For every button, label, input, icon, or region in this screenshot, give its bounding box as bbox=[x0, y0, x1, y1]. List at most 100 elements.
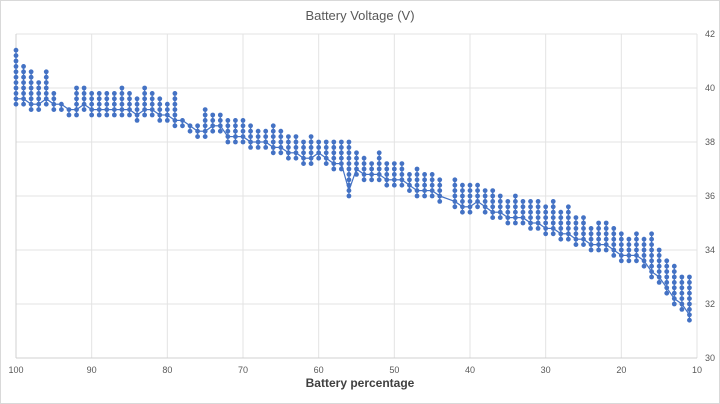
data-point bbox=[270, 128, 276, 134]
data-point bbox=[596, 236, 602, 242]
data-point bbox=[414, 177, 420, 183]
data-point bbox=[263, 139, 269, 145]
data-point bbox=[308, 150, 314, 156]
data-point bbox=[384, 166, 390, 172]
data-point bbox=[164, 112, 170, 118]
data-point bbox=[687, 317, 692, 323]
data-point bbox=[414, 182, 420, 188]
data-point bbox=[565, 209, 571, 215]
data-point bbox=[573, 220, 579, 226]
data-point bbox=[157, 101, 163, 107]
data-point bbox=[679, 285, 685, 291]
data-point bbox=[535, 204, 541, 210]
data-point bbox=[361, 172, 367, 177]
data-point bbox=[157, 96, 163, 102]
data-point bbox=[13, 80, 19, 85]
x-tick-label: 60 bbox=[314, 365, 324, 375]
data-point bbox=[202, 134, 208, 140]
data-point bbox=[43, 96, 49, 102]
data-point bbox=[475, 182, 480, 188]
data-point bbox=[679, 280, 685, 285]
data-point bbox=[376, 177, 382, 183]
data-point bbox=[460, 193, 465, 199]
data-point bbox=[134, 101, 140, 107]
data-point bbox=[13, 47, 19, 53]
y-tick-label: 36 bbox=[705, 191, 715, 201]
data-point bbox=[28, 74, 34, 80]
data-point bbox=[111, 96, 117, 102]
data-point bbox=[679, 274, 685, 280]
data-point bbox=[51, 101, 57, 107]
x-tick-label: 30 bbox=[541, 365, 551, 375]
data-point bbox=[43, 91, 49, 96]
data-point bbox=[520, 220, 526, 226]
data-point bbox=[164, 107, 170, 112]
data-point bbox=[528, 209, 533, 215]
data-point bbox=[581, 215, 586, 221]
data-point bbox=[550, 231, 556, 237]
data-point bbox=[286, 155, 291, 161]
data-point bbox=[74, 91, 79, 96]
data-point bbox=[28, 107, 34, 112]
data-point bbox=[407, 177, 412, 183]
data-point bbox=[565, 215, 571, 221]
data-point bbox=[399, 177, 405, 183]
data-point bbox=[142, 91, 148, 96]
data-point bbox=[384, 172, 390, 177]
data-point bbox=[157, 107, 163, 112]
data-point bbox=[323, 155, 329, 161]
data-point bbox=[543, 209, 549, 215]
data-point bbox=[119, 85, 125, 91]
x-tick-label: 80 bbox=[162, 365, 172, 375]
data-point bbox=[528, 204, 533, 210]
y-tick-label: 32 bbox=[705, 299, 715, 309]
data-point bbox=[331, 145, 337, 150]
data-point bbox=[308, 134, 314, 140]
data-point bbox=[278, 128, 284, 134]
data-point bbox=[187, 128, 193, 134]
data-point bbox=[134, 96, 140, 102]
data-point bbox=[641, 247, 647, 253]
data-point bbox=[263, 145, 269, 150]
data-point bbox=[528, 215, 533, 221]
data-point bbox=[354, 150, 359, 156]
data-point bbox=[384, 177, 390, 183]
data-point bbox=[422, 188, 427, 194]
data-point bbox=[535, 215, 541, 221]
data-point bbox=[581, 226, 586, 231]
data-point bbox=[634, 242, 639, 248]
data-point bbox=[565, 226, 571, 231]
data-point bbox=[664, 280, 670, 285]
data-point bbox=[391, 172, 397, 177]
data-point bbox=[437, 182, 443, 188]
data-point bbox=[270, 123, 276, 129]
y-tick-label: 40 bbox=[705, 83, 715, 93]
data-point bbox=[43, 69, 49, 75]
data-point bbox=[671, 280, 677, 285]
data-point bbox=[664, 290, 670, 296]
data-point bbox=[679, 307, 685, 312]
data-point bbox=[13, 64, 19, 69]
data-point bbox=[391, 161, 397, 167]
data-point bbox=[149, 96, 155, 102]
data-point bbox=[596, 242, 602, 248]
data-point bbox=[611, 236, 617, 242]
data-point bbox=[467, 182, 473, 188]
data-point bbox=[565, 231, 571, 237]
data-point bbox=[316, 155, 322, 161]
data-point bbox=[21, 64, 26, 69]
data-point bbox=[134, 107, 140, 112]
data-point bbox=[429, 172, 435, 177]
data-point bbox=[270, 150, 276, 156]
data-point bbox=[558, 236, 564, 242]
data-point bbox=[157, 112, 163, 118]
data-point bbox=[119, 91, 125, 96]
data-point bbox=[293, 134, 299, 140]
data-point bbox=[460, 188, 465, 194]
data-point bbox=[543, 231, 549, 237]
x-axis-label: Battery percentage bbox=[305, 376, 415, 390]
data-point bbox=[656, 263, 662, 269]
data-point bbox=[611, 226, 617, 231]
data-point bbox=[452, 193, 458, 199]
